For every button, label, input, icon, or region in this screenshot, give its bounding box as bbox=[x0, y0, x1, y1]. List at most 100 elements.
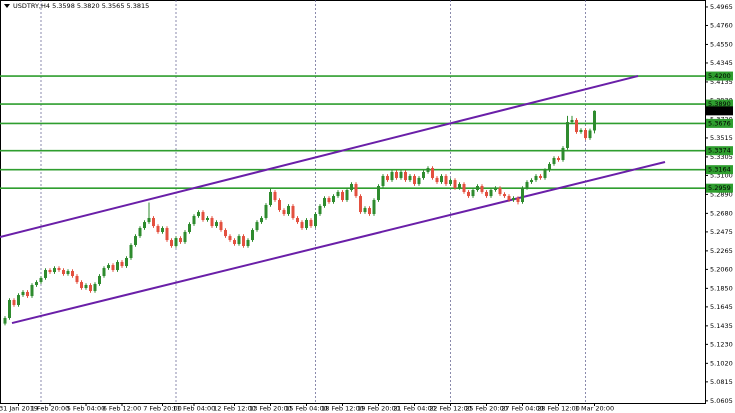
candle-body bbox=[125, 258, 128, 267]
candle-body bbox=[485, 191, 488, 197]
candle-body bbox=[363, 208, 367, 213]
candle-body bbox=[458, 184, 461, 188]
candle-body bbox=[98, 275, 101, 285]
candle-body bbox=[89, 285, 92, 291]
candle-body bbox=[129, 244, 133, 259]
level-label: 5.4200 bbox=[708, 72, 731, 80]
candle-body bbox=[480, 186, 484, 192]
candle-body bbox=[507, 196, 511, 201]
plot-frame bbox=[0, 0, 706, 404]
candle-body bbox=[471, 189, 475, 197]
x-tick-label: 27 Feb 04:00 bbox=[501, 405, 544, 413]
y-tick-label: 5.2265 bbox=[710, 247, 733, 255]
candle-body bbox=[557, 158, 560, 160]
candle-body bbox=[93, 284, 97, 291]
y-tick-label: 5.1230 bbox=[710, 340, 733, 348]
candle-body bbox=[152, 217, 155, 227]
candle-body bbox=[530, 180, 533, 183]
x-tick-label: 13 Feb 20:00 bbox=[249, 405, 292, 413]
price-box bbox=[706, 106, 733, 116]
y-tick-label: 5.2680 bbox=[710, 209, 733, 217]
candle-body bbox=[417, 177, 421, 185]
y-tick-label: 5.2890 bbox=[710, 190, 733, 198]
candle-body bbox=[476, 186, 479, 190]
candle-body bbox=[588, 130, 592, 139]
y-tick-label: 5.1020 bbox=[710, 359, 733, 367]
candle-body bbox=[579, 129, 583, 132]
candle-body bbox=[521, 187, 524, 202]
candle-body bbox=[39, 277, 43, 283]
candle-body bbox=[143, 222, 146, 229]
candle-body bbox=[53, 268, 56, 273]
candle-body bbox=[296, 217, 299, 223]
x-tick-label: 31 Jan 2019 bbox=[0, 405, 38, 413]
candle-body bbox=[359, 196, 362, 213]
candle-body bbox=[260, 217, 263, 223]
candle-body bbox=[12, 300, 16, 305]
candle-body bbox=[17, 295, 20, 305]
candle-body bbox=[188, 224, 191, 232]
channel-line bbox=[0, 75, 639, 239]
candle-body bbox=[489, 189, 493, 197]
x-tick-label: 1 Mar 20:00 bbox=[575, 405, 614, 413]
candle-body bbox=[390, 172, 394, 181]
x-tick-label: 19 Feb 20:00 bbox=[357, 405, 400, 413]
candle-body bbox=[548, 163, 551, 171]
candle-body bbox=[161, 228, 164, 232]
candle-body bbox=[399, 172, 403, 178]
candle-body bbox=[309, 219, 313, 227]
candle-body bbox=[584, 129, 587, 139]
candle-body bbox=[179, 238, 182, 243]
x-tick-label: 21 Feb 04:00 bbox=[393, 405, 436, 413]
level-label: 5.3164 bbox=[708, 166, 731, 174]
y-tick-label: 5.4550 bbox=[710, 40, 733, 48]
candle-body bbox=[377, 186, 380, 201]
candle-body bbox=[107, 265, 110, 269]
candle-body bbox=[237, 236, 241, 245]
candle-body bbox=[116, 261, 119, 271]
x-tick-label: 5 Feb 04:00 bbox=[67, 405, 106, 413]
candle-body bbox=[494, 187, 497, 190]
candle-body bbox=[453, 180, 457, 188]
y-tick-label: 5.3515 bbox=[710, 134, 733, 142]
candle-body bbox=[314, 214, 317, 227]
candle-body bbox=[170, 240, 173, 246]
candle-body bbox=[516, 198, 520, 202]
candle-body bbox=[503, 194, 506, 197]
candle-body bbox=[566, 122, 569, 148]
x-tick-label: 7 Feb 20:00 bbox=[143, 405, 182, 413]
candle-body bbox=[156, 226, 160, 232]
y-tick-label: 5.1850 bbox=[710, 284, 733, 292]
candle-body bbox=[431, 168, 434, 178]
y-tick-label: 5.1435 bbox=[710, 322, 733, 330]
candle-body bbox=[381, 175, 385, 187]
candle-body bbox=[174, 238, 178, 246]
candle-body bbox=[26, 291, 29, 297]
candle-body bbox=[278, 200, 281, 211]
candle-body bbox=[111, 265, 115, 271]
candle-body bbox=[345, 189, 349, 201]
candle-body bbox=[525, 182, 529, 188]
candle-body bbox=[404, 172, 407, 181]
candle-body bbox=[57, 268, 61, 271]
candle-body bbox=[134, 236, 137, 245]
candle-body bbox=[435, 177, 439, 183]
level-label: 5.3374 bbox=[708, 147, 731, 155]
candle-body bbox=[341, 191, 344, 201]
candle-body bbox=[498, 187, 502, 195]
x-tick-label: 15 Feb 04:00 bbox=[285, 405, 328, 413]
candle-body bbox=[368, 208, 371, 215]
candle-body bbox=[449, 180, 452, 185]
y-tick-label: 5.3305 bbox=[710, 153, 733, 161]
candle-body bbox=[300, 222, 304, 229]
level-label: 5.2959 bbox=[708, 184, 731, 192]
candle-body bbox=[8, 300, 11, 318]
candle-body bbox=[242, 236, 245, 246]
candle-body bbox=[467, 191, 470, 197]
candle-body bbox=[183, 231, 187, 243]
candle-body bbox=[462, 184, 466, 192]
candle-body bbox=[318, 205, 322, 215]
y-tick-label: 5.4965 bbox=[710, 3, 733, 11]
level-box bbox=[706, 99, 733, 109]
